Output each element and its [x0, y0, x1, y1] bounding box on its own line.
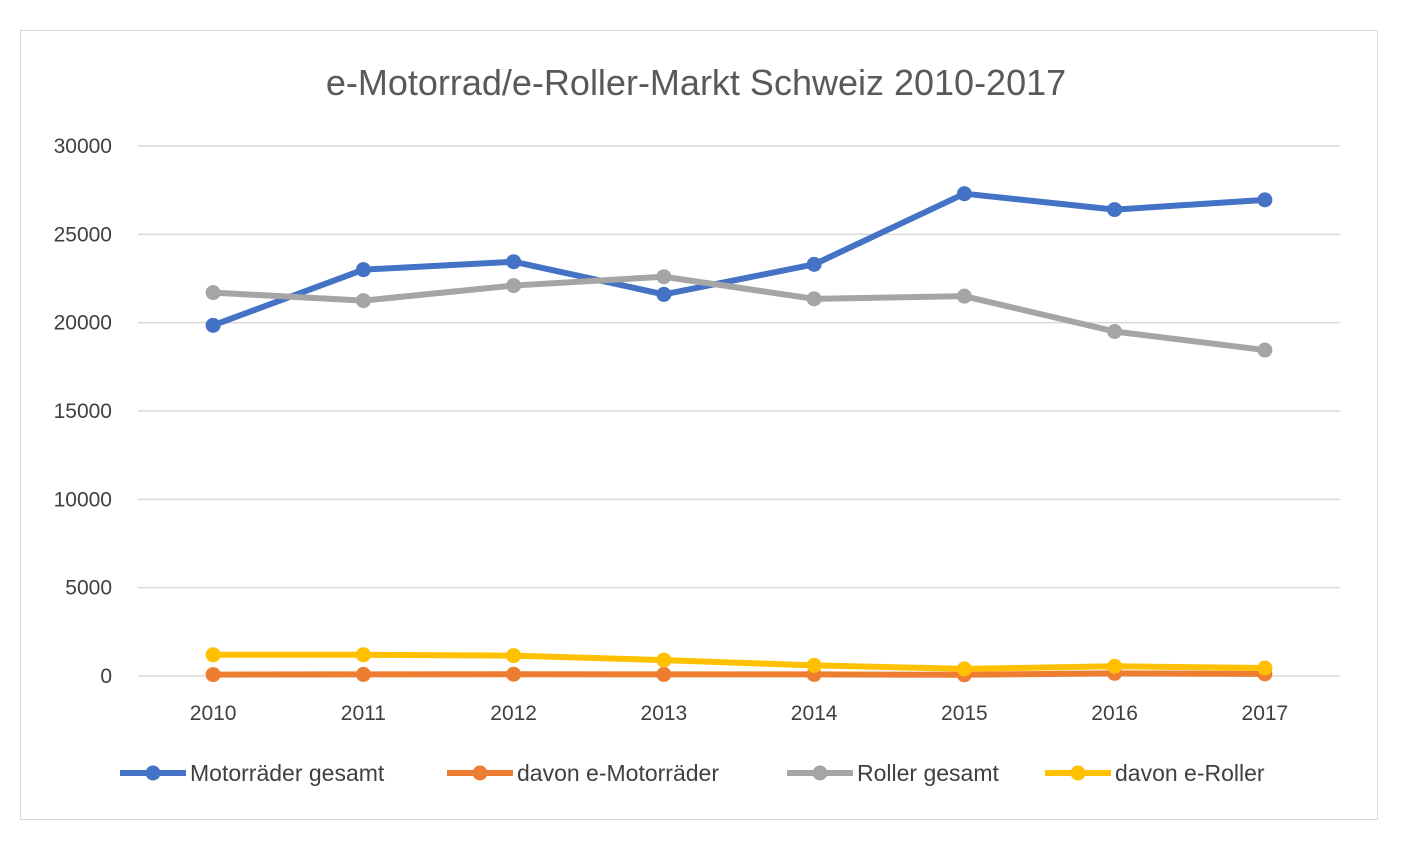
y-tick-label: 5000	[65, 577, 112, 600]
data-point	[205, 647, 221, 663]
data-point	[355, 666, 371, 682]
legend-swatch-marker	[145, 765, 161, 781]
data-point	[1107, 658, 1123, 674]
data-point	[1257, 342, 1273, 358]
data-point	[1107, 202, 1123, 218]
data-point	[806, 291, 822, 307]
x-tick-label: 2012	[490, 702, 537, 725]
data-point	[355, 293, 371, 309]
legend-item: davon e-Roller	[1045, 760, 1265, 786]
legend-item: davon e-Motorräder	[447, 760, 719, 786]
data-point	[656, 269, 672, 285]
data-point	[656, 652, 672, 668]
x-tick-label: 2016	[1091, 702, 1138, 725]
data-point	[656, 666, 672, 682]
x-axis-ticks: 2010 2011 2012 2013 2014 2015 2016 2017	[190, 702, 1288, 725]
data-point	[806, 657, 822, 673]
data-point	[506, 254, 522, 270]
data-point	[956, 288, 972, 304]
chart-title: e-Motorrad/e-Roller-Markt Schweiz 2010-2…	[326, 62, 1066, 103]
y-tick-label: 25000	[54, 223, 112, 246]
legend-swatch-marker	[472, 765, 488, 781]
data-point	[506, 666, 522, 682]
legend-label: Motorräder gesamt	[190, 760, 385, 786]
data-point	[1107, 324, 1123, 339]
series-0	[205, 186, 1273, 333]
series-2	[205, 269, 1273, 358]
x-tick-label: 2013	[641, 702, 688, 725]
data-point	[355, 647, 371, 663]
legend-item: Roller gesamt	[787, 760, 999, 786]
chart-frame	[20, 30, 1378, 820]
x-tick-label: 2014	[791, 702, 838, 725]
y-tick-label: 0	[100, 665, 112, 688]
legend: Motorräder gesamt davon e-Motorräder Rolle…	[120, 760, 1265, 786]
data-point	[1257, 192, 1273, 208]
x-tick-label: 2017	[1242, 702, 1289, 725]
legend-label: Roller gesamt	[857, 760, 999, 786]
y-tick-label: 15000	[54, 400, 112, 423]
legend-swatch-marker	[812, 765, 828, 781]
legend-label: davon e-Motorräder	[517, 760, 719, 786]
data-point	[355, 262, 371, 278]
data-point	[956, 186, 972, 202]
x-tick-label: 2015	[941, 702, 988, 725]
legend-item: Motorräder gesamt	[120, 760, 385, 786]
legend-label: davon e-Roller	[1115, 760, 1265, 786]
series-line	[210, 651, 1268, 672]
data-point	[506, 648, 522, 664]
data-point	[956, 661, 972, 677]
series-lines	[205, 186, 1273, 683]
legend-swatch-marker	[1070, 765, 1086, 781]
data-point	[205, 285, 221, 301]
data-point	[806, 256, 822, 272]
x-tick-label: 2010	[190, 702, 237, 725]
x-tick-label: 2011	[341, 702, 386, 725]
series-line	[210, 670, 1268, 678]
data-point	[656, 286, 672, 302]
y-tick-label: 10000	[54, 488, 112, 511]
y-tick-label: 20000	[54, 312, 112, 335]
y-tick-label: 30000	[54, 135, 112, 158]
series-line	[210, 273, 1268, 354]
y-axis-ticks: 0 5000 10000 15000 20000 25000 30000	[54, 135, 112, 688]
series-3	[205, 647, 1273, 677]
data-point	[205, 667, 221, 683]
data-point	[205, 317, 221, 333]
data-point	[506, 278, 522, 294]
series-line	[210, 190, 1268, 329]
data-point	[1257, 660, 1273, 676]
gridlines	[138, 145, 1340, 677]
